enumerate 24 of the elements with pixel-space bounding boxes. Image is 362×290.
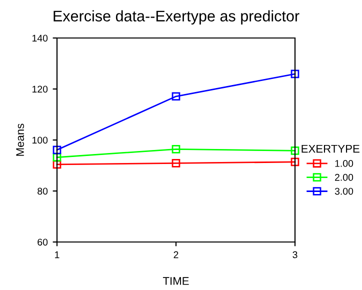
y-tick-label: 100 xyxy=(32,136,48,144)
point xyxy=(290,146,300,155)
x-tick-label: 3 xyxy=(292,251,298,258)
point xyxy=(52,146,62,154)
legend-label: 2.00 xyxy=(335,174,354,181)
x-tick-label: 1 xyxy=(55,251,60,258)
point xyxy=(172,145,180,154)
y-axis-title: Means xyxy=(16,124,24,156)
y-tick-label: 120 xyxy=(32,86,48,93)
y-tick-label: 60 xyxy=(38,238,48,246)
legend-label: 3.00 xyxy=(334,188,354,195)
y-tick-label: 140 xyxy=(32,34,48,42)
y-tick-label: 80 xyxy=(38,188,48,195)
point xyxy=(172,159,180,168)
point xyxy=(172,92,180,101)
x-axis-title: TIME xyxy=(162,277,189,285)
point xyxy=(52,160,62,169)
point xyxy=(52,153,62,162)
chart-title: Exercise data--Exertype as predictor xyxy=(54,10,300,25)
legend-title: EXERTYPE xyxy=(302,144,360,153)
legend-label: 1.00 xyxy=(335,160,354,167)
x-tick-label: 2 xyxy=(174,251,178,258)
point xyxy=(290,70,300,78)
point xyxy=(290,158,300,166)
